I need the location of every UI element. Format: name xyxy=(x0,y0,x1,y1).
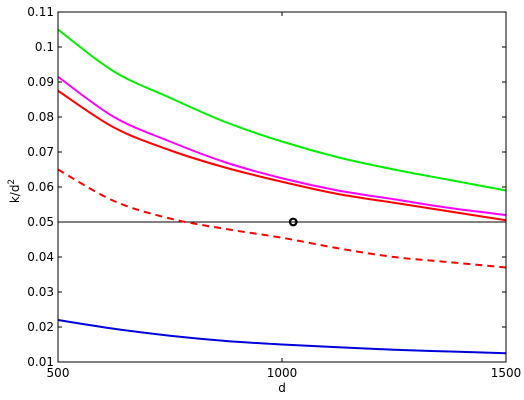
series-line-4 xyxy=(57,168,507,269)
y-tick-label: 0.1 xyxy=(35,40,54,54)
x-axis-label: d xyxy=(278,381,286,395)
x-tick-label: 1500 xyxy=(491,366,522,380)
marker-point xyxy=(288,217,298,227)
y-tick-label: 0.06 xyxy=(27,180,54,194)
y-axis-label-text: k/d xyxy=(8,185,22,204)
y-axis-label: k/d2 xyxy=(7,179,22,203)
x-tick-label: 500 xyxy=(47,366,70,380)
y-tick-label: 0.07 xyxy=(27,145,54,159)
plot-area xyxy=(57,28,507,355)
y-tick-label: 0.05 xyxy=(27,215,54,229)
y-axis-label-superscript: 2 xyxy=(7,179,17,185)
y-tick-label: 0.09 xyxy=(27,75,54,89)
series-line-1 xyxy=(57,28,507,192)
y-tick-label: 0.03 xyxy=(27,285,54,299)
x-tick-label: 1000 xyxy=(267,366,298,380)
series-line-5 xyxy=(57,319,507,355)
y-tick-label: 0.08 xyxy=(27,110,54,124)
series-line-3 xyxy=(57,89,507,222)
axes: 500 1000 1500 0.01 0.02 0.03 0.04 0.05 0.06 0.07 0… xyxy=(27,5,521,380)
series-line-2 xyxy=(57,75,507,216)
y-tick-label: 0.04 xyxy=(27,250,54,264)
axes-frame xyxy=(57,11,507,363)
y-tick-label: 0.01 xyxy=(27,355,54,369)
y-tick-label: 0.11 xyxy=(27,5,54,19)
y-tick-label: 0.02 xyxy=(27,320,54,334)
